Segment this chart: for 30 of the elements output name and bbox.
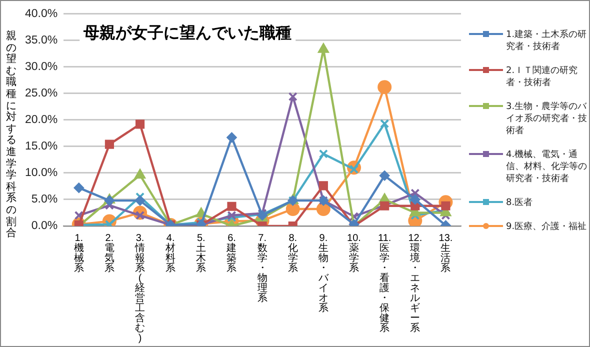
x-tick-label: 8.化学系 <box>288 232 298 274</box>
x-tick-label: 5.土木系 <box>196 232 206 274</box>
y-tick-label: 5.0% <box>31 194 58 206</box>
y-tick-label: 25.0% <box>25 88 58 100</box>
x-tick-label: 6.建築系 <box>226 232 237 274</box>
y-tick-label: 40.0% <box>25 8 58 20</box>
legend-label: 2.ＩＴ関連の研究者・技術者 <box>506 65 579 89</box>
y-tick-label: 35.0% <box>25 34 58 47</box>
category-label: 11.医学・看護・保健系 <box>378 232 392 334</box>
text: 母親が女子に望んでいた職種 <box>82 23 292 42</box>
legend-label: 8.医者 <box>506 197 533 209</box>
y-tick-label: 10.0% <box>25 167 58 180</box>
y-tick-label: 0.0% <box>31 220 58 232</box>
x-tick-label: 10.薬学系 <box>347 232 361 274</box>
x-tick-label: 7.数学・物理系 <box>257 232 268 304</box>
y-tick-label: 20.0% <box>25 114 58 126</box>
legend-label: 4.機械、電気・通信、材料、化学等の研究者・技術者 <box>506 149 587 185</box>
x-tick-label: 13.生活系 <box>438 232 453 274</box>
text: 親の望む職種に対する進学学科系の割合 <box>6 30 17 240</box>
legend-label: 1.建築・土木系の研究者・技術者 <box>506 29 587 53</box>
category-label: 12.環境・エネルギー系 <box>408 232 422 334</box>
x-tick-label: 9.生物・バイオ系 <box>317 232 330 314</box>
y-tick-label: 15.0% <box>25 140 58 153</box>
legend-label: 9.医療、介護・福祉 <box>506 221 587 233</box>
category-label: 3.情報系(経営工含む) <box>135 232 146 344</box>
x-tick-label: 1.機械系 <box>74 232 84 274</box>
y-tick-label: 30.0% <box>25 61 58 74</box>
x-tick-label: 4.材料系 <box>164 232 176 274</box>
legend-label: 3.生物・農学等のバイオ系の研究者・技術者 <box>506 101 587 137</box>
x-tick-label: 2.電気系 <box>104 232 114 274</box>
